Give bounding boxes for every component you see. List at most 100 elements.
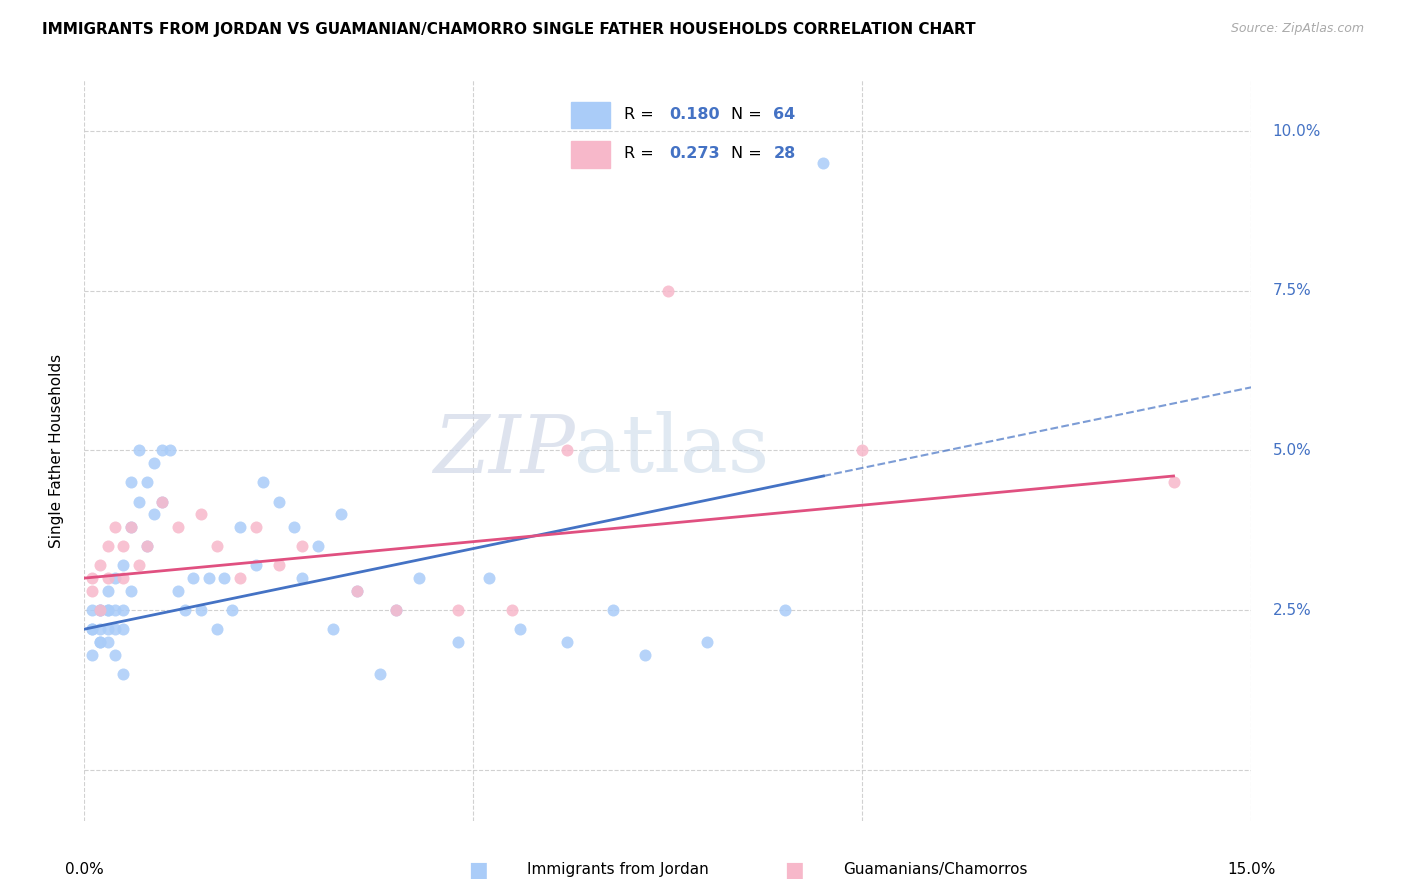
Point [143, 508, 166, 522]
Bar [571, 102, 610, 128]
Point [104, 648, 127, 662]
Y-axis label: Single Father Households: Single Father Households [49, 353, 63, 548]
Point [143, 456, 166, 470]
Point [408, 571, 430, 585]
Point [159, 443, 181, 458]
Point [97, 583, 120, 598]
Text: atlas: atlas [575, 411, 769, 490]
Point [478, 571, 501, 585]
Point [346, 583, 368, 598]
Point [555, 443, 578, 458]
Point [696, 635, 718, 649]
Point [97, 603, 120, 617]
Point [89, 635, 111, 649]
Point [150, 494, 173, 508]
Text: 15.0%: 15.0% [1227, 863, 1275, 877]
Point [501, 603, 523, 617]
Point [89, 603, 111, 617]
Point [633, 648, 655, 662]
Point [229, 520, 252, 534]
Point [509, 622, 531, 636]
Text: 2.5%: 2.5% [1272, 602, 1312, 617]
Point [112, 666, 135, 681]
Text: 10.0%: 10.0% [1272, 124, 1320, 139]
Point [181, 571, 204, 585]
Point [150, 494, 173, 508]
Point [89, 603, 111, 617]
Point [221, 603, 243, 617]
Point [104, 571, 127, 585]
Point [135, 475, 157, 490]
Point [82, 603, 104, 617]
Text: Source: ZipAtlas.com: Source: ZipAtlas.com [1230, 22, 1364, 36]
Point [97, 635, 120, 649]
Text: R =: R = [624, 107, 659, 121]
Point [97, 622, 120, 636]
Point [657, 284, 679, 298]
Point [368, 666, 391, 681]
Text: Immigrants from Jordan: Immigrants from Jordan [527, 863, 709, 877]
Point [322, 622, 344, 636]
Point [128, 558, 150, 573]
Point [214, 571, 236, 585]
Point [89, 635, 111, 649]
Text: N =: N = [731, 107, 768, 121]
Point [307, 539, 329, 553]
Point [205, 539, 228, 553]
Point [1163, 475, 1185, 490]
Point [346, 583, 368, 598]
Text: N =: N = [731, 146, 768, 161]
Point [82, 622, 104, 636]
Point [291, 539, 314, 553]
Text: IMMIGRANTS FROM JORDAN VS GUAMANIAN/CHAMORRO SINGLE FATHER HOUSEHOLDS CORRELATIO: IMMIGRANTS FROM JORDAN VS GUAMANIAN/CHAM… [42, 22, 976, 37]
Text: 28: 28 [773, 146, 796, 161]
Text: ■: ■ [468, 860, 488, 880]
Point [120, 520, 142, 534]
Point [174, 603, 197, 617]
Point [283, 520, 305, 534]
Point [104, 603, 127, 617]
Point [135, 539, 157, 553]
Text: ■: ■ [785, 860, 804, 880]
Text: 5.0%: 5.0% [1272, 443, 1312, 458]
Text: R =: R = [624, 146, 659, 161]
Point [120, 475, 142, 490]
Point [330, 508, 353, 522]
Point [851, 443, 873, 458]
Point [602, 603, 624, 617]
Point [112, 603, 135, 617]
Text: 7.5%: 7.5% [1272, 284, 1312, 299]
Text: 64: 64 [773, 107, 796, 121]
Point [82, 583, 104, 598]
Point [112, 539, 135, 553]
Point [555, 635, 578, 649]
Point [447, 635, 470, 649]
Point [97, 539, 120, 553]
Point [82, 571, 104, 585]
Point [135, 539, 157, 553]
Text: Guamanians/Chamorros: Guamanians/Chamorros [844, 863, 1028, 877]
Point [120, 520, 142, 534]
Point [205, 622, 228, 636]
Point [384, 603, 406, 617]
Text: 0.273: 0.273 [669, 146, 720, 161]
Text: ZIP: ZIP [433, 412, 575, 489]
Point [166, 583, 188, 598]
Point [198, 571, 221, 585]
Point [245, 558, 267, 573]
Point [82, 622, 104, 636]
Point [291, 571, 314, 585]
Point [245, 520, 267, 534]
Point [773, 603, 796, 617]
Point [89, 622, 111, 636]
Point [267, 494, 290, 508]
Text: 0.180: 0.180 [669, 107, 720, 121]
Point [252, 475, 274, 490]
Point [89, 558, 111, 573]
Point [120, 583, 142, 598]
Point [82, 648, 104, 662]
Point [128, 494, 150, 508]
Point [190, 508, 212, 522]
Point [112, 571, 135, 585]
Point [166, 520, 188, 534]
